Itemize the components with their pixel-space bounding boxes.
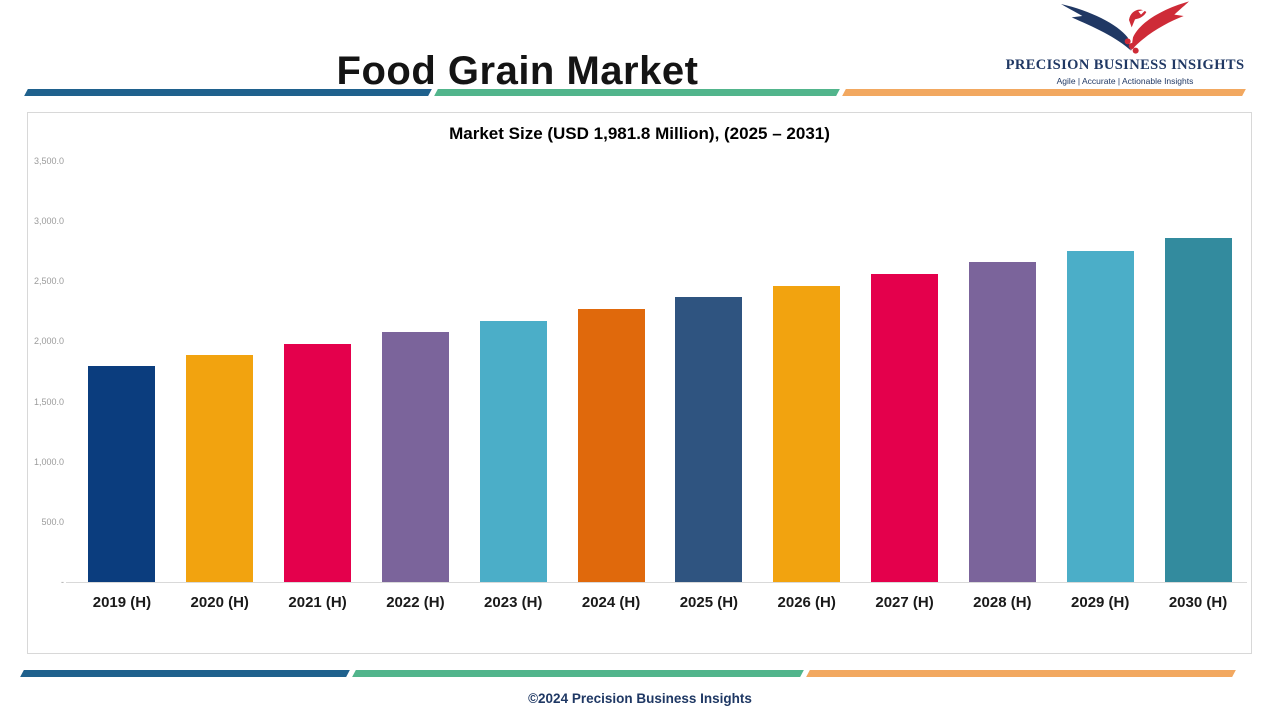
y-tick-label: 1,500.0 (33, 396, 64, 407)
bar-2023 (479, 320, 547, 582)
x-axis-label: 2027 (H) (875, 594, 934, 611)
x-axis-label: 2024 (H) (581, 594, 641, 611)
bar-2019 (88, 365, 156, 582)
bar-cell-2019: 2019 (H) (73, 161, 171, 611)
x-axis-label: 2025 (H) (679, 594, 739, 611)
page-title: Food Grain Market (336, 48, 699, 93)
bar-cell-2023: 2023 (H) (464, 161, 562, 611)
bar-2026 (773, 286, 841, 582)
y-tick-label: - (61, 577, 64, 587)
eagle-logo-icon (1061, 1, 1189, 54)
top-divider (0, 89, 1280, 96)
bar-2027 (871, 274, 939, 582)
x-axis-label: 2020 (H) (190, 594, 249, 611)
chart-card: Market Size (USD 1,981.8 Million), (2025… (27, 112, 1252, 654)
bar-2020 (186, 354, 254, 582)
chart-title: Market Size (USD 1,981.8 Million), (2025… (449, 124, 830, 143)
footer-copyright: ©2024 Precision Business Insights (528, 691, 752, 706)
y-tick-label: 2,000.0 (33, 336, 64, 347)
y-tick-label: 1,000.0 (33, 456, 64, 467)
x-axis-label: 2026 (H) (777, 594, 836, 611)
logo-company-name: PRECISION BUSINESS INSIGHTS (1005, 57, 1245, 73)
bar-2030 (1164, 237, 1232, 582)
x-axis-baseline (66, 582, 1247, 583)
x-axis-label: 2028 (H) (973, 594, 1032, 611)
bar-cell-2024: 2024 (H) (562, 161, 660, 611)
x-axis-label: 2021 (H) (288, 594, 347, 611)
x-axis-label: 2022 (H) (386, 594, 445, 611)
logo-tagline: Agile | Accurate | Actionable Insights (1056, 76, 1194, 86)
bar-cell-2030: 2030 (H) (1149, 161, 1247, 611)
bar-2028 (968, 262, 1036, 582)
y-tick-label: 3,000.0 (33, 216, 64, 227)
bar-cell-2028: 2028 (H) (953, 161, 1051, 611)
bars-row: 2019 (H) 2020 (H) 2021 (H) 2022 (H) 2023 (H)… (73, 161, 1247, 611)
x-axis-label: 2029 (H) (1071, 594, 1130, 611)
y-axis-ticks: 3,500.0 3,000.0 2,500.0 2,000.0 1,500.0 1,000… (28, 156, 64, 587)
bar-cell-2021: 2021 (H) (269, 161, 367, 611)
bar-cell-2022: 2022 (H) (366, 161, 464, 611)
y-tick-label: 3,500.0 (33, 156, 64, 166)
divider-segment-teal (352, 670, 804, 677)
bar-cell-2029: 2029 (H) (1051, 161, 1149, 611)
bar-cell-2027: 2027 (H) (856, 161, 954, 611)
x-axis-label: 2023 (H) (484, 594, 543, 611)
company-logo: PRECISION BUSINESS INSIGHTS Agile | Accu… (980, 0, 1270, 86)
x-axis-label: 2030 (H) (1168, 594, 1228, 611)
y-tick-label: 2,500.0 (33, 276, 64, 287)
y-tick-label: 500.0 (41, 516, 64, 527)
divider-segment-blue (24, 89, 432, 96)
bar-cell-2025: 2025 (H) (660, 161, 758, 611)
bar-2022 (381, 331, 449, 582)
bar-cell-2026: 2026 (H) (758, 161, 856, 611)
bar-cell-2020: 2020 (H) (171, 161, 269, 611)
bottom-divider (0, 670, 1280, 677)
divider-segment-orange (842, 89, 1246, 96)
divider-segment-teal (434, 89, 840, 96)
bar-2029 (1066, 251, 1134, 582)
bar-2021 (284, 343, 352, 582)
x-axis-label: 2019 (H) (92, 594, 152, 611)
divider-segment-blue (20, 670, 350, 677)
bar-2024 (577, 308, 645, 582)
divider-segment-orange (806, 670, 1236, 677)
bar-2025 (675, 296, 743, 582)
